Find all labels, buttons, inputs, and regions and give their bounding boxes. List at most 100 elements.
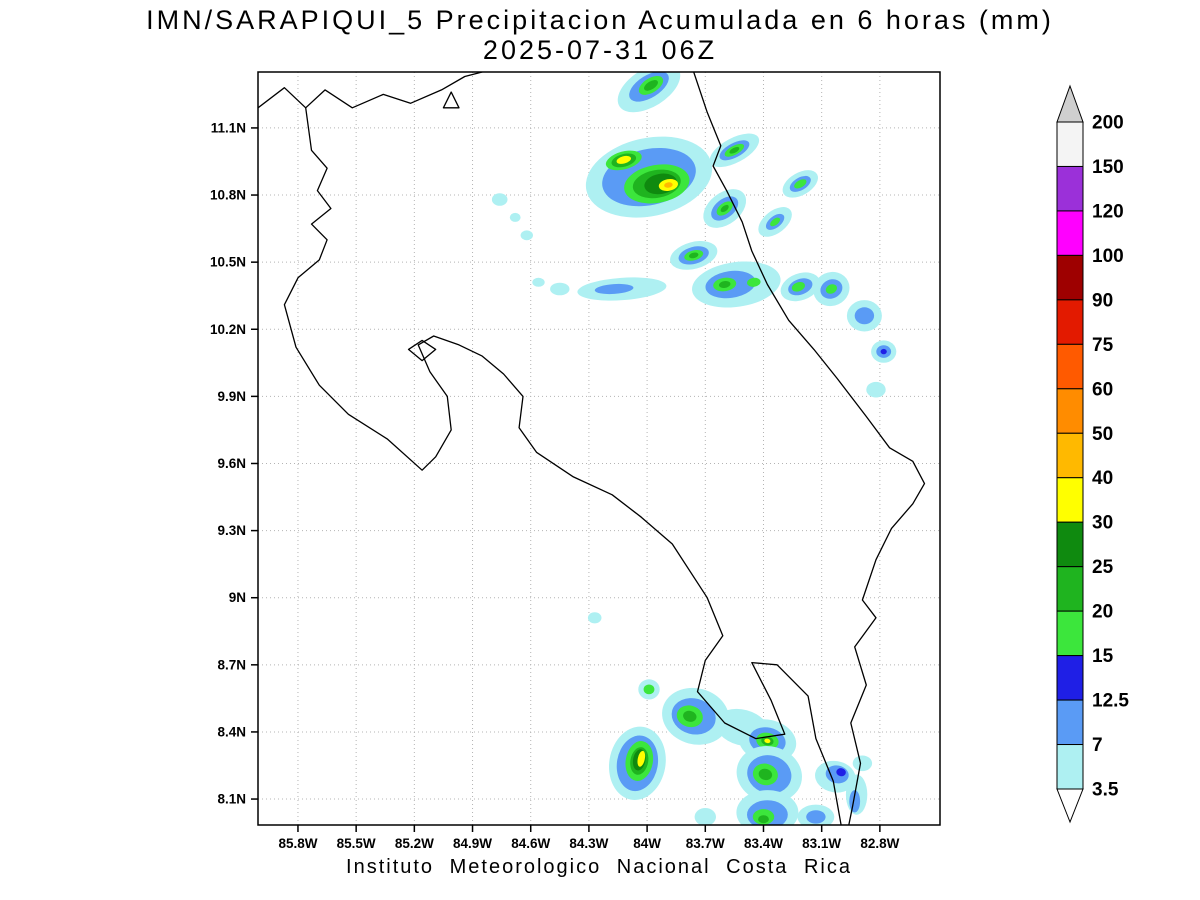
colorbar-box (1056, 432, 1084, 479)
x-axis-tick-label: 84W (633, 836, 661, 851)
coastline-island-north (442, 91, 460, 109)
y-axis-tick-label: 9.6N (217, 456, 246, 471)
colorbar-label: 20 (1092, 602, 1113, 623)
colorbar-box (1056, 299, 1084, 345)
colorbar-box (1056, 477, 1084, 523)
colorbar-box (1056, 388, 1084, 434)
chart-title-line1: IMN/SARAPIQUI_5 Precipitacion Acumulada … (146, 5, 1054, 35)
precip-cell (729, 146, 740, 154)
precip-cell (794, 179, 807, 189)
precip-cell (587, 612, 602, 624)
precip-cell (694, 808, 716, 825)
x-axis-tick-label: 83.1W (802, 836, 841, 851)
precip-cell (791, 281, 805, 292)
y-axis-tick-label: 8.7N (217, 657, 246, 672)
y-axis-tick-label: 10.5N (210, 255, 246, 270)
precip-cell (664, 182, 673, 188)
colorbar-label: 40 (1092, 468, 1113, 489)
x-axis-tick-label: 84.3W (569, 836, 608, 851)
precip-cell (880, 348, 887, 355)
colorbar-box (1056, 343, 1084, 390)
colorbar-box (1056, 699, 1084, 746)
precip-cell (509, 212, 521, 222)
colorbar-box (1056, 610, 1084, 657)
precip-cell (764, 738, 771, 744)
precip-cell (643, 684, 655, 695)
x-axis-tick-label: 83.7W (686, 836, 725, 851)
precip-cell (683, 710, 697, 722)
colorbar-label: 25 (1092, 557, 1114, 578)
chart-title-line2: 2025-07-31 06Z (482, 35, 718, 65)
precip-cell (520, 230, 533, 241)
precip-cell (747, 277, 761, 287)
plot-frame (257, 71, 941, 826)
precip-cell (836, 768, 846, 777)
colorbar-label: 75 (1092, 335, 1114, 356)
colorbar-box (1056, 744, 1084, 790)
x-axis-tick-label: 85.5W (337, 836, 376, 851)
y-axis-tick-label: 8.4N (217, 724, 246, 739)
x-axis-tick-label: 85.2W (395, 836, 434, 851)
x-axis-tick-label: 84.6W (511, 836, 550, 851)
precipitation-cells (491, 72, 897, 825)
colorbar-box (1056, 566, 1084, 612)
colorbar-box (1056, 121, 1084, 167)
colorbar-box (1056, 165, 1084, 212)
precip-cell (550, 282, 570, 296)
precip-cell (720, 204, 729, 213)
precip-cell (758, 768, 773, 781)
chart-title-block: IMN/SARAPIQUI_5 Precipitacion Acumulada … (0, 5, 1200, 65)
colorbar: 200 150 120 100 90 75 60 50 40 30 25 20 15 12.5 7 3.5 (1056, 84, 1129, 824)
colorbar-box (1056, 521, 1084, 568)
colorbar-label: 50 (1092, 424, 1113, 445)
colorbar-label: 150 (1092, 157, 1124, 178)
precip-cell (644, 80, 658, 91)
coastlines (258, 72, 926, 825)
precip-cell (689, 252, 699, 259)
axis-labels: 85.8W 85.5W 85.2W 84.9W 84.6W 84.3W 84W 83.7W 83… (210, 120, 900, 851)
precip-cell (758, 815, 769, 824)
x-axis-tick-label: 84.9W (453, 836, 492, 851)
y-axis-tick-label: 9.9N (217, 389, 246, 404)
y-axis-tick-label: 10.8N (210, 188, 246, 203)
y-axis-tick-label: 9.3N (217, 523, 246, 538)
gridlines (258, 72, 940, 825)
colorbar-label: 12.5 (1092, 691, 1129, 712)
colorbar-box (1056, 210, 1084, 256)
precip-cell (854, 307, 875, 325)
precip-cell (866, 381, 886, 398)
y-axis-tick-label: 8.1N (217, 792, 246, 807)
coastline-chira-island (407, 339, 437, 362)
colorbar-arrow-bottom (1056, 788, 1084, 824)
colorbar-label: 7 (1092, 735, 1103, 756)
precip-cell (825, 284, 837, 294)
y-axis-tick-label: 10.2N (210, 322, 246, 337)
colorbar-box (1056, 254, 1084, 301)
colorbar-label: 60 (1092, 379, 1113, 400)
precip-cell (532, 277, 545, 287)
y-axis-tick-label: 9N (229, 590, 246, 605)
colorbar-label: 120 (1092, 201, 1124, 222)
precip-cell (594, 283, 634, 295)
colorbar-arrow-top (1056, 84, 1084, 123)
coastline-nicaragua-border (258, 72, 483, 109)
axis-ticks (251, 127, 881, 832)
colorbar-box (1056, 655, 1084, 701)
colorbar-label: 100 (1092, 246, 1124, 267)
footer-institution-label: Instituto Meteorologico Nacional Costa R… (346, 856, 852, 878)
y-axis-tick-label: 11.1N (211, 120, 246, 135)
colorbar-label: 90 (1092, 290, 1113, 311)
x-axis-tick-label: 82.8W (860, 836, 899, 851)
coastline-pacific-coast (283, 107, 842, 825)
precip-cell (491, 193, 508, 206)
coastline-costa-rica-outline (693, 72, 926, 825)
precip-cell (718, 281, 731, 288)
precip-cell (770, 217, 781, 227)
precip-cell (637, 750, 646, 767)
x-axis-tick-label: 83.4W (744, 836, 783, 851)
colorbar-label: 200 (1092, 113, 1124, 134)
precip-cell (616, 155, 632, 164)
colorbar-label: 3.5 (1092, 780, 1119, 801)
